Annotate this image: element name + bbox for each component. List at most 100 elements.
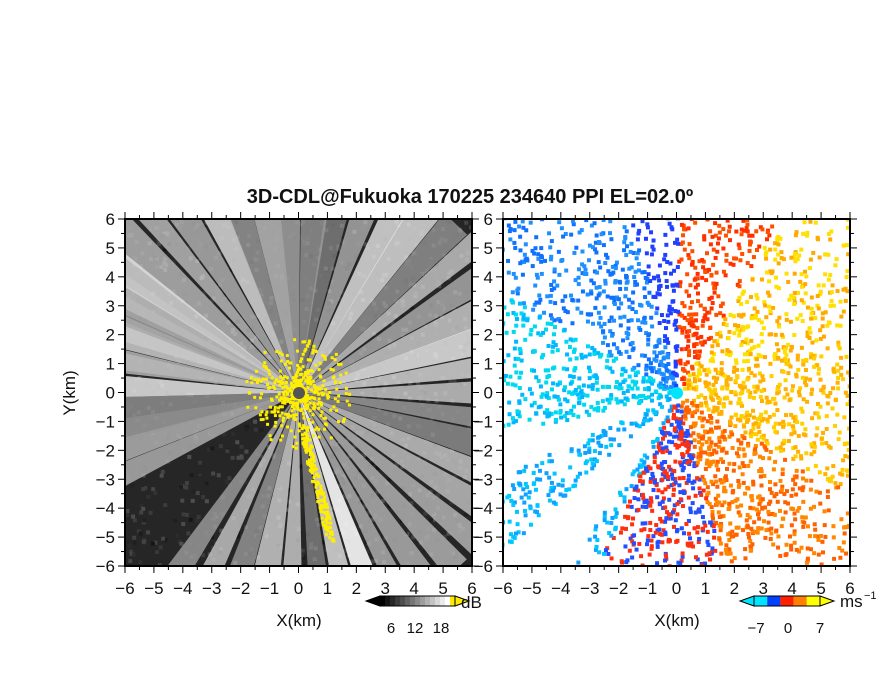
velocity-cell (795, 167, 799, 171)
velocity-cell (659, 441, 664, 446)
velocity-cell (561, 366, 566, 371)
velocity-cell (687, 293, 692, 298)
velocity-cell (516, 191, 520, 195)
velocity-cell (684, 289, 689, 294)
noise-cell (456, 304, 461, 309)
velocity-cell (552, 332, 557, 337)
velocity-cell (818, 292, 823, 297)
velocity-cell (655, 495, 660, 500)
snr-beam (278, 219, 301, 393)
velocity-cell (688, 510, 693, 515)
velocity-cell (703, 523, 708, 528)
velocity-cell (717, 439, 722, 444)
velocity-cell (714, 408, 719, 413)
velocity-cell (764, 250, 769, 255)
noise-cell (361, 395, 366, 400)
velocity-cell (601, 408, 606, 413)
noise-cell (298, 504, 303, 509)
saturated-cell (302, 416, 306, 420)
velocity-cell (513, 245, 518, 250)
velocity-cell (829, 229, 834, 234)
velocity-cell (584, 272, 589, 277)
velocity-cell (771, 162, 775, 166)
velocity-cell (521, 316, 526, 321)
velocity-cell (805, 556, 810, 561)
velocity-cell (670, 151, 674, 155)
velocity-cell (530, 264, 535, 269)
saturated-cell (308, 468, 312, 472)
velocity-cell (560, 201, 564, 205)
velocity-cell (699, 211, 703, 215)
velocity-cell (775, 319, 780, 324)
noise-cell (139, 503, 144, 508)
velocity-cell (652, 350, 657, 355)
velocity-cell (506, 223, 511, 228)
noise-cell (343, 495, 348, 500)
velocity-cell (672, 322, 677, 327)
velocity-cell (673, 359, 678, 364)
velocity-cell (837, 582, 841, 586)
velocity-cell (819, 354, 824, 359)
velocity-cell (549, 321, 554, 326)
noise-cell (285, 507, 290, 512)
saturated-cell (263, 350, 267, 354)
velocity-cell (832, 207, 836, 211)
velocity-cell (735, 208, 739, 212)
noise-cell (298, 235, 303, 240)
noise-cell (160, 469, 165, 474)
velocity-cell (650, 369, 655, 374)
velocity-cell (578, 188, 582, 192)
velocity-cell (654, 523, 659, 528)
velocity-cell (666, 362, 671, 367)
velocity-cell (636, 488, 641, 493)
velocity-cell (680, 313, 685, 318)
velocity-cell (678, 460, 683, 465)
velocity-cell (621, 185, 625, 189)
velocity-cell (834, 595, 838, 599)
noise-cell (235, 440, 240, 445)
velocity-cell (775, 157, 779, 161)
velocity-cell (820, 430, 825, 435)
saturated-cell (281, 416, 285, 420)
saturated-cell (301, 437, 305, 441)
noise-cell (142, 518, 147, 523)
velocity-cell (786, 342, 791, 347)
velocity-cell (580, 289, 585, 294)
velocity-cell (759, 469, 764, 474)
velocity-cell (783, 387, 788, 392)
velocity-cell (760, 506, 765, 511)
velocity-cell (809, 478, 814, 483)
velocity-cell (821, 283, 826, 288)
noise-cell (162, 248, 167, 253)
saturated-cell (309, 380, 313, 384)
saturated-cell (306, 386, 310, 390)
velocity-cell (805, 305, 810, 310)
velocity-cell (748, 295, 753, 300)
velocity-cell (851, 265, 855, 269)
velocity-cell (861, 359, 865, 363)
velocity-cell (811, 250, 816, 255)
velocity-cell (729, 415, 734, 420)
velocity-cell (843, 390, 848, 395)
velocity-cell (529, 328, 534, 333)
velocity-cell (496, 258, 500, 262)
saturated-cell (277, 392, 281, 396)
velocity-cell (813, 411, 818, 416)
noise-cell (227, 476, 232, 481)
velocity-cell (625, 185, 629, 189)
velocity-cell (492, 345, 496, 349)
velocity-cell (805, 467, 810, 472)
velocity-cell (641, 496, 646, 501)
saturated-cell (273, 408, 277, 412)
velocity-cell (685, 542, 690, 547)
saturated-cell (305, 446, 309, 450)
saturated-cell (264, 413, 268, 417)
velocity-cell (642, 418, 647, 423)
velocity-cell (652, 453, 657, 458)
saturated-cell (298, 373, 302, 377)
velocity-cell (552, 318, 557, 323)
velocity-cell (692, 379, 697, 384)
velocity-cell (771, 412, 776, 417)
velocity-cell (533, 246, 538, 251)
